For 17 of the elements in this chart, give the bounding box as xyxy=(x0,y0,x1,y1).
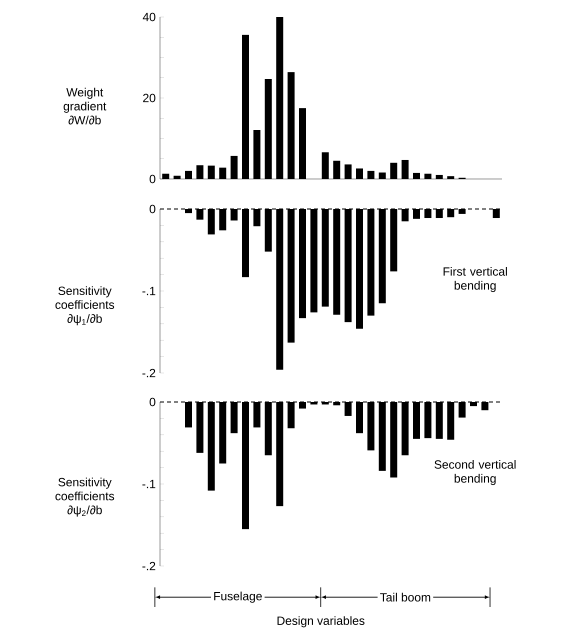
annotation: Second vertical bending xyxy=(434,460,516,486)
text: Tail boom xyxy=(380,592,430,602)
y-tick-label: 0 xyxy=(150,398,156,406)
y-tick-label: 40 xyxy=(142,12,156,22)
y-tick-label: 0 xyxy=(150,204,156,214)
y-tick-label: -.1 xyxy=(142,286,156,296)
y-axis-title: Weight gradient ∂W/∂b xyxy=(64,88,106,124)
y-tick-label: 0 xyxy=(150,174,156,184)
annotation: First vertical bending xyxy=(444,266,507,292)
y-axis-title: Sensitivity coefficients ∂ψ$_{1}$/∂b xyxy=(55,286,114,326)
y-tick-label: -.1 xyxy=(142,480,156,488)
y-tick-label: -.2 xyxy=(142,368,156,378)
x-axis-title: Design variables xyxy=(278,616,364,628)
y-axis-title: Sensitivity coefficients ∂ψ$_{2}$/∂b xyxy=(55,478,114,517)
text: Fuselage xyxy=(214,592,262,603)
y-tick-label: -.2 xyxy=(142,562,156,570)
y-tick-label: 20 xyxy=(143,94,156,102)
